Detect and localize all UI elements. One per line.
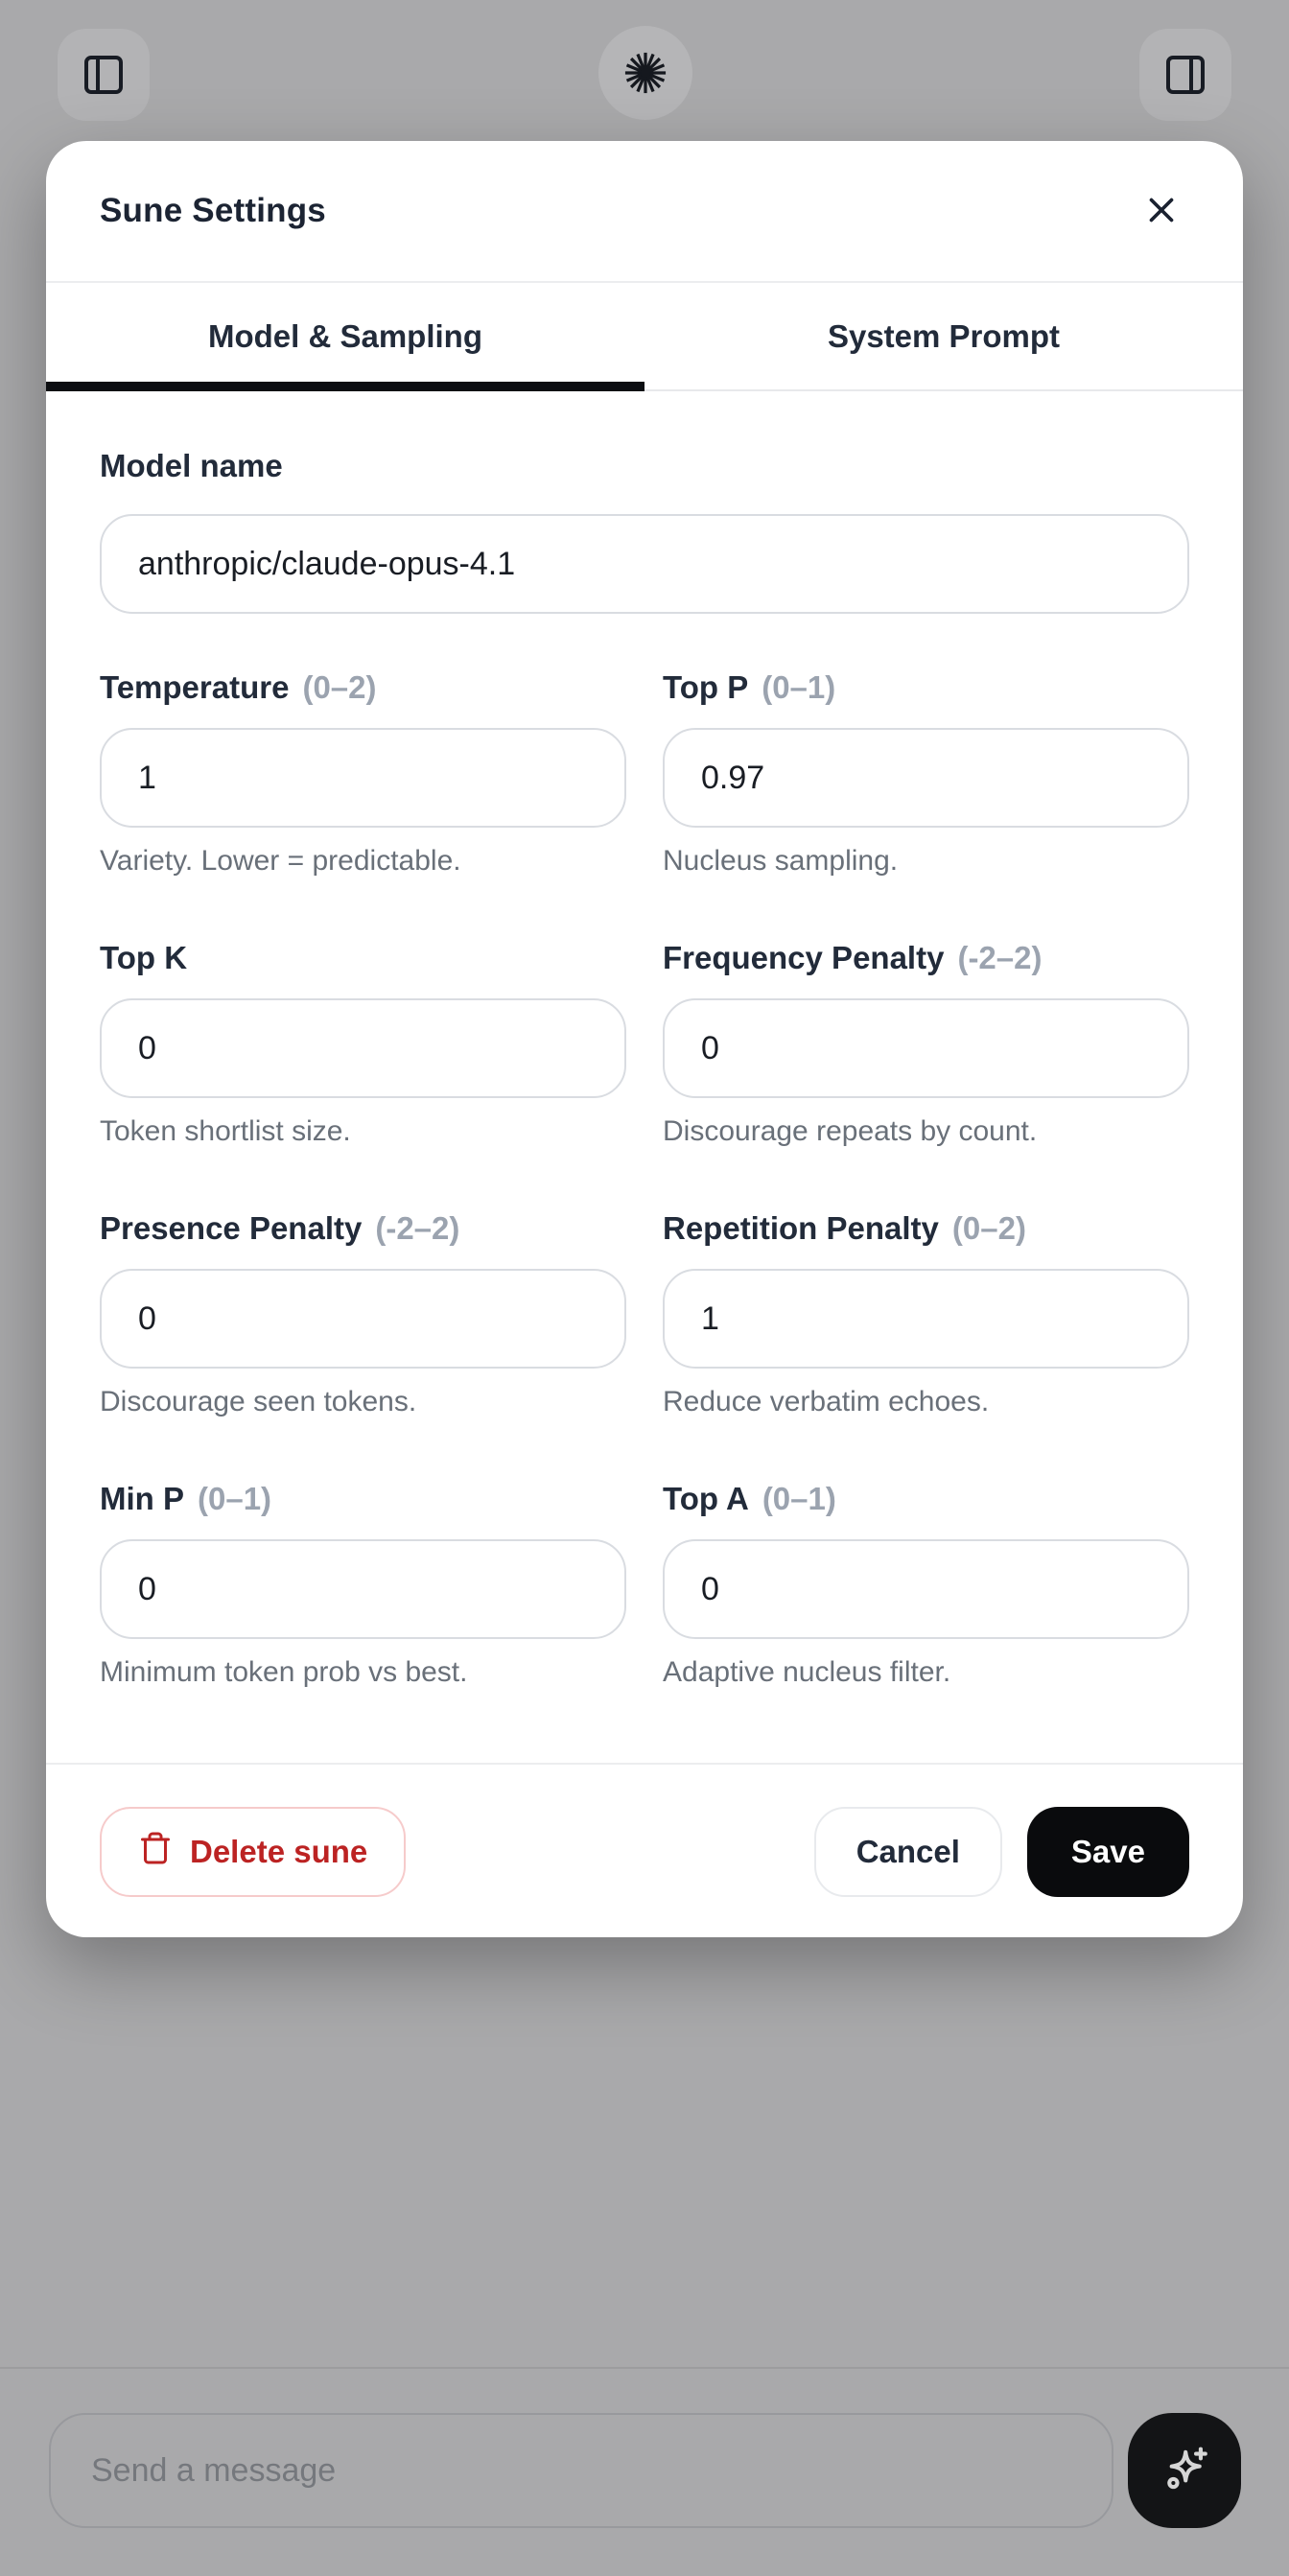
repetition-penalty-helper: Reduce verbatim echoes. bbox=[663, 1386, 990, 1417]
repetition-penalty-field: Repetition Penalty (0–2) Reduce verbatim… bbox=[663, 1209, 1189, 1418]
cancel-button[interactable]: Cancel bbox=[813, 1807, 1002, 1897]
sampling-grid: Temperature (0–2) Variety. Lower = predi… bbox=[100, 668, 1189, 1689]
min-p-input[interactable] bbox=[100, 1539, 626, 1639]
presence-penalty-range: (-2–2) bbox=[375, 1210, 460, 1246]
top-p-range: (0–1) bbox=[762, 669, 836, 705]
presence-penalty-helper: Discourage seen tokens. bbox=[100, 1386, 417, 1417]
modal-body: Model name Temperature (0–2) Variety. Lo… bbox=[46, 391, 1243, 1763]
presence-penalty-field: Presence Penalty (-2–2) Discourage seen … bbox=[100, 1209, 626, 1418]
settings-tabs: Model & Sampling System Prompt bbox=[46, 283, 1243, 391]
temperature-field: Temperature (0–2) Variety. Lower = predi… bbox=[100, 668, 626, 878]
right-panel-toggle-button[interactable] bbox=[1139, 29, 1231, 121]
temperature-input[interactable] bbox=[100, 728, 626, 828]
top-k-field: Top K Token shortlist size. bbox=[100, 939, 626, 1148]
presence-penalty-label: Presence Penalty bbox=[100, 1210, 363, 1246]
top-a-label: Top A bbox=[663, 1481, 749, 1516]
top-p-input[interactable] bbox=[663, 728, 1189, 828]
panel-right-icon bbox=[1162, 52, 1208, 98]
delete-sune-label: Delete sune bbox=[190, 1834, 368, 1869]
frequency-penalty-field: Frequency Penalty (-2–2) Discourage repe… bbox=[663, 939, 1189, 1148]
top-p-helper: Nucleus sampling. bbox=[663, 845, 899, 877]
temperature-label: Temperature bbox=[100, 669, 290, 705]
top-p-field: Top P (0–1) Nucleus sampling. bbox=[663, 668, 1189, 878]
min-p-helper: Minimum token prob vs best. bbox=[100, 1656, 468, 1688]
top-k-helper: Token shortlist size. bbox=[100, 1115, 351, 1147]
model-name-label: Model name bbox=[100, 448, 283, 483]
tab-label: Model & Sampling bbox=[207, 317, 482, 354]
frequency-penalty-input[interactable] bbox=[663, 998, 1189, 1098]
repetition-penalty-label: Repetition Penalty bbox=[663, 1210, 939, 1246]
modal-title: Sune Settings bbox=[100, 192, 326, 229]
active-tab-underline bbox=[46, 382, 644, 391]
sune-avatar[interactable] bbox=[598, 26, 692, 120]
model-name-field: Model name bbox=[100, 447, 1189, 614]
presence-penalty-input[interactable] bbox=[100, 1269, 626, 1369]
tab-model-sampling[interactable]: Model & Sampling bbox=[46, 283, 644, 391]
frequency-penalty-label: Frequency Penalty bbox=[663, 940, 945, 975]
min-p-range: (0–1) bbox=[198, 1481, 272, 1516]
sune-settings-modal: Sune Settings Model & Sampling System Pr… bbox=[46, 141, 1243, 1937]
frequency-penalty-range: (-2–2) bbox=[957, 940, 1043, 975]
composer-divider bbox=[0, 2367, 1289, 2369]
top-a-input[interactable] bbox=[663, 1539, 1189, 1639]
repetition-penalty-range: (0–2) bbox=[951, 1210, 1026, 1246]
top-bar bbox=[0, 0, 1289, 150]
trash-icon bbox=[138, 1831, 173, 1873]
message-input[interactable] bbox=[49, 2413, 1113, 2528]
top-a-field: Top A (0–1) Adaptive nucleus filter. bbox=[663, 1480, 1189, 1689]
tab-label: System Prompt bbox=[827, 317, 1061, 354]
close-icon bbox=[1141, 190, 1182, 233]
repetition-penalty-input[interactable] bbox=[663, 1269, 1189, 1369]
delete-sune-button[interactable]: Delete sune bbox=[100, 1807, 407, 1897]
top-k-input[interactable] bbox=[100, 998, 626, 1098]
ai-actions-button[interactable] bbox=[1128, 2413, 1241, 2528]
temperature-helper: Variety. Lower = predictable. bbox=[100, 845, 461, 877]
top-p-label: Top P bbox=[663, 669, 749, 705]
top-a-helper: Adaptive nucleus filter. bbox=[663, 1656, 951, 1688]
min-p-field: Min P (0–1) Minimum token prob vs best. bbox=[100, 1480, 626, 1689]
starburst-icon bbox=[623, 51, 668, 95]
panel-left-icon bbox=[81, 52, 127, 98]
tab-system-prompt[interactable]: System Prompt bbox=[644, 283, 1243, 389]
model-name-input[interactable] bbox=[100, 514, 1189, 614]
min-p-label: Min P bbox=[100, 1481, 184, 1516]
footer-actions: Cancel Save bbox=[813, 1807, 1189, 1897]
sparkles-icon bbox=[1157, 2442, 1212, 2500]
modal-header: Sune Settings bbox=[46, 141, 1243, 283]
top-k-label: Top K bbox=[100, 940, 188, 975]
top-a-range: (0–1) bbox=[762, 1481, 836, 1516]
temperature-range: (0–2) bbox=[302, 669, 377, 705]
close-button[interactable] bbox=[1134, 182, 1189, 241]
modal-footer: Delete sune Cancel Save bbox=[46, 1763, 1243, 1937]
sidebar-toggle-button[interactable] bbox=[58, 29, 150, 121]
save-button[interactable]: Save bbox=[1026, 1807, 1189, 1897]
frequency-penalty-helper: Discourage repeats by count. bbox=[663, 1115, 1038, 1147]
